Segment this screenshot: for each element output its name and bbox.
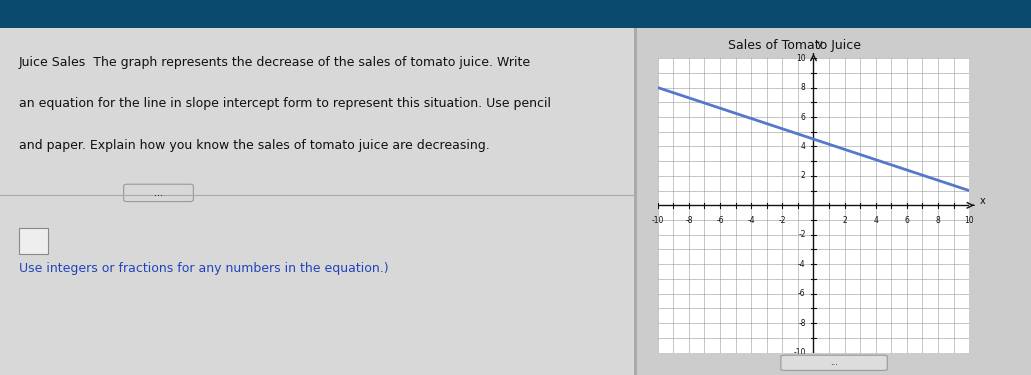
Text: -10: -10 (793, 348, 805, 357)
Text: an equation for the line in slope intercept form to represent this situation. Us: an equation for the line in slope interc… (19, 98, 551, 111)
Text: -4: -4 (798, 260, 805, 268)
Text: Sales of Tomato Juice: Sales of Tomato Juice (728, 39, 861, 51)
Text: -2: -2 (798, 230, 805, 239)
Text: 4: 4 (801, 142, 805, 151)
Text: and paper. Explain how you know the sales of tomato juice are decreasing.: and paper. Explain how you know the sale… (19, 139, 490, 152)
FancyBboxPatch shape (124, 184, 194, 202)
Text: x: x (980, 196, 986, 206)
Text: 10: 10 (964, 216, 974, 225)
Text: -8: -8 (686, 216, 693, 225)
Text: -6: -6 (798, 289, 805, 298)
Text: Use integers or fractions for any numbers in the equation.): Use integers or fractions for any number… (19, 262, 389, 275)
Text: -10: -10 (652, 216, 664, 225)
Text: -8: -8 (798, 319, 805, 328)
Text: 4: 4 (873, 216, 878, 225)
Text: ...: ... (154, 188, 163, 198)
Text: -2: -2 (778, 216, 786, 225)
Text: 8: 8 (935, 216, 940, 225)
Text: 6: 6 (801, 112, 805, 122)
Text: 2: 2 (842, 216, 847, 225)
Text: ...: ... (830, 358, 838, 368)
FancyBboxPatch shape (19, 228, 47, 254)
Text: 6: 6 (904, 216, 909, 225)
Text: Juice Sales  The graph represents the decrease of the sales of tomato juice. Wri: Juice Sales The graph represents the dec… (19, 56, 531, 69)
Text: 8: 8 (801, 83, 805, 92)
Text: y: y (817, 39, 823, 49)
Text: 10: 10 (796, 54, 805, 63)
Text: -6: -6 (717, 216, 724, 225)
Text: 2: 2 (801, 171, 805, 180)
Text: -4: -4 (747, 216, 755, 225)
FancyBboxPatch shape (780, 355, 888, 370)
